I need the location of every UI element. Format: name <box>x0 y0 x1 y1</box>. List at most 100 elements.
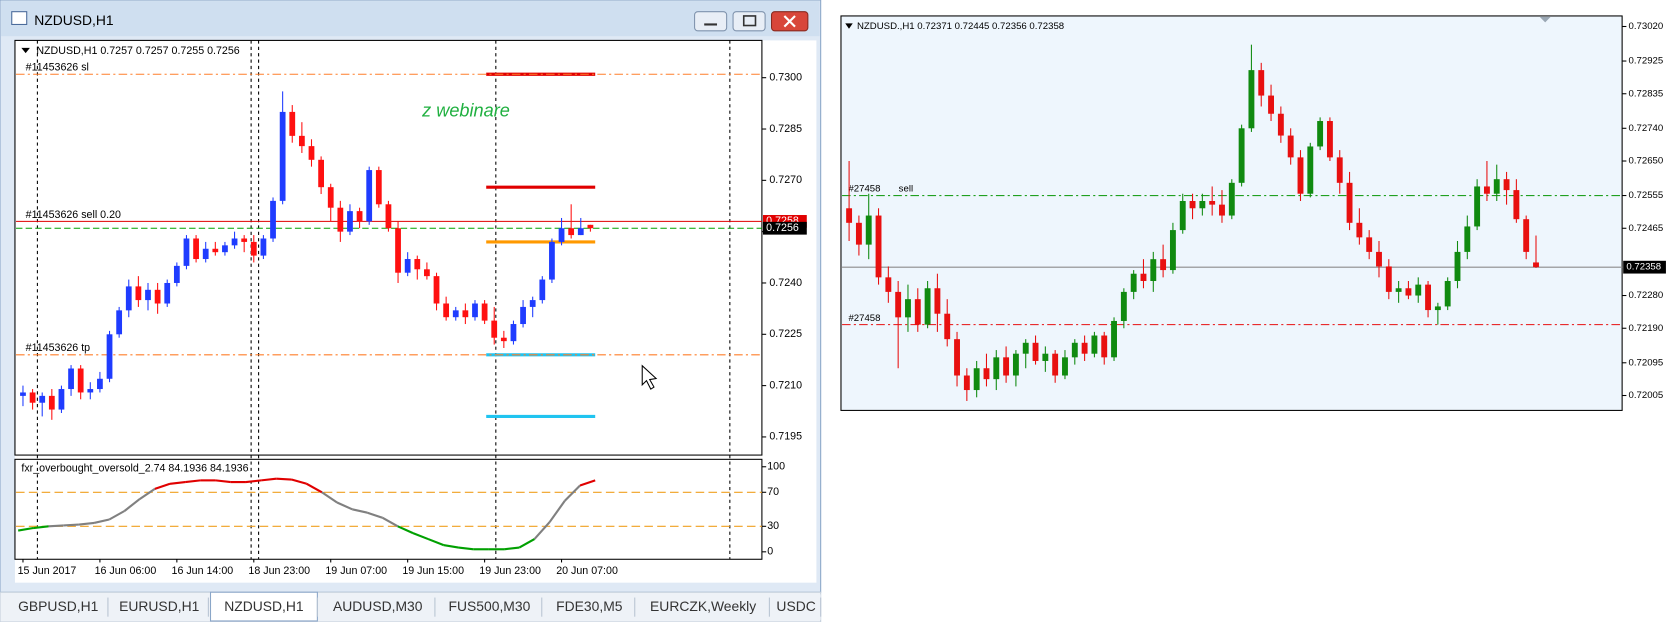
y-tick-label: 0.72190 <box>1629 323 1664 334</box>
y-tick-label: 0.72465 <box>1629 223 1664 234</box>
candle-body <box>529 300 536 307</box>
candle-body <box>1425 284 1432 311</box>
tab-label: FUS500,M30 <box>449 598 531 614</box>
candle-body <box>1042 353 1049 361</box>
tab[interactable] <box>437 594 542 620</box>
window-title: NZDUSD,H1 <box>34 12 114 28</box>
x-tick-label: 16 Jun 14:00 <box>172 565 234 577</box>
candle-body <box>135 286 142 301</box>
x-tick-label: 19 Jun 23:00 <box>479 565 541 577</box>
tab[interactable] <box>8 594 108 620</box>
y-tick-label: 0.7300 <box>769 72 802 84</box>
tab[interactable] <box>543 594 635 620</box>
candle-body <box>1032 342 1039 361</box>
y-tick-label: 0.72280 <box>1629 290 1664 301</box>
candle-body <box>39 395 46 403</box>
candle-body <box>308 146 315 160</box>
y-tick-label: 0.72555 <box>1629 190 1664 201</box>
candle-body <box>87 389 94 393</box>
indicator-line <box>382 516 399 528</box>
candle-body <box>587 224 594 229</box>
indicator-line <box>93 518 110 524</box>
candle-body <box>993 357 1000 380</box>
candle-body <box>954 339 960 376</box>
candle-body <box>222 245 228 253</box>
candle-body <box>1258 70 1265 96</box>
candle-body <box>337 207 344 232</box>
candle-body <box>1140 273 1147 281</box>
candle-body <box>1287 135 1294 158</box>
tab[interactable] <box>320 594 435 620</box>
tab[interactable] <box>636 594 770 620</box>
candle-body <box>924 288 931 325</box>
tab[interactable] <box>209 591 318 622</box>
candle-body <box>1111 320 1117 358</box>
candle-body <box>116 310 123 335</box>
candle-body <box>1062 357 1068 376</box>
candle-body <box>404 259 411 273</box>
candle-body <box>250 241 257 256</box>
candle-body <box>347 211 353 232</box>
tab[interactable] <box>771 594 821 620</box>
candle-body <box>1228 182 1235 216</box>
candle-body <box>1199 201 1206 209</box>
candle-body <box>327 187 334 208</box>
minimize-button[interactable] <box>694 11 728 32</box>
indicator-line <box>367 511 383 519</box>
x-tick-label: 18 Jun 23:00 <box>248 565 310 577</box>
candle-body <box>375 170 382 205</box>
x-tick-label: 16 Jun 06:00 <box>95 565 157 577</box>
candle-body <box>164 282 171 304</box>
candle-body <box>846 208 853 223</box>
candle-body <box>1003 357 1010 376</box>
y-tick-label: 0 <box>767 546 773 558</box>
main-plot <box>14 39 763 456</box>
close-icon <box>783 15 796 28</box>
candle-body <box>1336 157 1343 183</box>
candle-body <box>1189 201 1196 209</box>
candle-body <box>29 392 36 403</box>
candle-body <box>1326 121 1333 158</box>
indicator-line <box>412 532 429 541</box>
candle-body <box>125 286 132 311</box>
order-label: #11453626 tp <box>26 342 91 354</box>
x-tick-label: 19 Jun 15:00 <box>402 565 464 577</box>
candle-body <box>385 204 392 229</box>
candle-body <box>1405 288 1412 296</box>
candle-body <box>1474 186 1481 227</box>
tab[interactable] <box>110 594 209 620</box>
indicator-line <box>33 525 49 530</box>
indicator-line <box>458 546 474 551</box>
x-tick-label: 20 Jun 07:00 <box>556 565 618 577</box>
candle-body <box>895 291 902 318</box>
candle-body <box>424 269 430 277</box>
chart-header: NZDUSD,H1 0.7257 0.7257 0.7255 0.7256 <box>36 45 239 57</box>
candle-body <box>934 288 941 314</box>
tab-label: USDC <box>776 598 815 614</box>
tab-label: FDE30,M5 <box>556 598 623 614</box>
candle-body <box>1415 284 1422 296</box>
candle-body <box>1238 128 1245 183</box>
order-label: #11453626 sl <box>26 62 89 74</box>
candle-body <box>1248 70 1255 129</box>
indicator-line <box>533 521 551 540</box>
y-tick-label: 0.72835 <box>1629 88 1664 99</box>
candle-body <box>1052 353 1059 376</box>
candle-body <box>963 375 970 391</box>
annotation: z webinare <box>421 100 510 120</box>
tabs: GBPUSD,H1 EURUSD,H1 NZDUSD,H1 AUDUSD,M30 FUS… <box>8 591 822 622</box>
maximize-button[interactable] <box>732 11 766 32</box>
candle-body <box>1366 237 1373 252</box>
candle-body <box>356 211 363 222</box>
candle-body <box>298 135 305 147</box>
candle-body <box>1346 182 1353 223</box>
tab-label: EURCZK,Weekly <box>650 598 756 614</box>
candle-body <box>173 265 180 283</box>
candle-body <box>885 277 892 292</box>
candle-body <box>865 215 872 245</box>
tab-label: EURUSD,H1 <box>119 598 200 614</box>
x-tick-label: 19 Jun 07:00 <box>325 565 387 577</box>
y-tick-label: 70 <box>767 486 779 498</box>
indicator-line <box>321 491 338 504</box>
price-label: 0.72358 <box>1626 262 1661 273</box>
